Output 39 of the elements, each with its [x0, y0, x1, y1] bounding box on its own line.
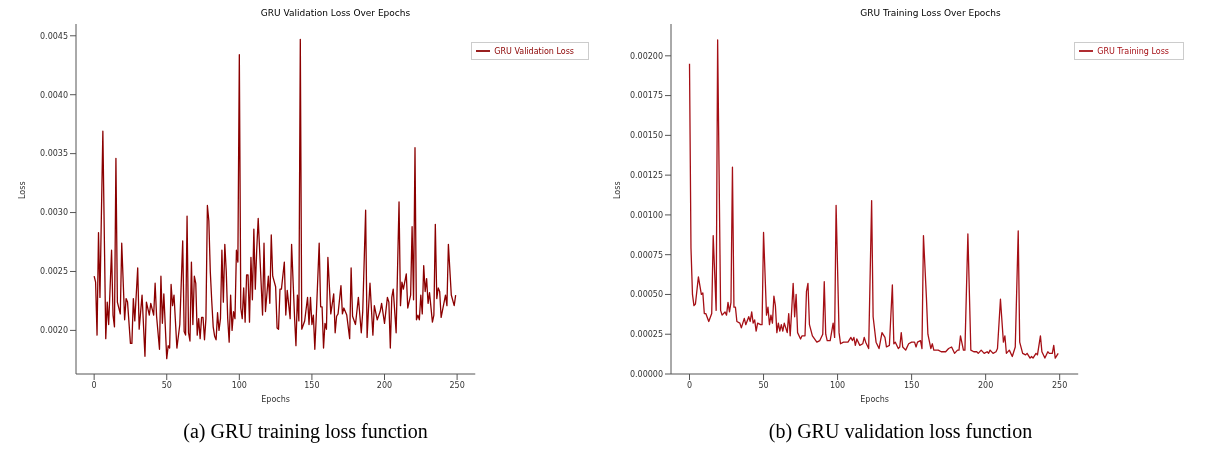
chart-title: GRU Validation Loss Over Epochs — [259, 8, 412, 20]
chart-title: GRU Training Loss Over Epochs — [859, 8, 1002, 20]
y-tick-label: 0.00075 — [629, 250, 663, 260]
y-tick-label: 0.00175 — [629, 91, 663, 101]
y-axis-title: Loss — [17, 181, 27, 199]
x-tick-label: 150 — [304, 380, 320, 390]
line-series — [93, 38, 457, 360]
x-axis-title: Epochs — [860, 395, 889, 404]
x-tick-label: 150 — [903, 380, 920, 390]
x-tick-label: 50 — [161, 380, 172, 390]
legend-label: GRU Validation Loss — [494, 46, 574, 56]
y-tick-label: 0.0025 — [40, 267, 68, 277]
x-tick-label: 50 — [758, 380, 769, 390]
y-tick-label: 0.00125 — [629, 170, 663, 180]
y-tick-label: 0.0040 — [40, 90, 68, 100]
x-axis-title: Epochs — [261, 395, 290, 404]
x-tick-label: 0 — [91, 380, 97, 390]
text: (a) GRU training loss function — [182, 420, 429, 443]
y-tick-label: 0.0035 — [40, 149, 68, 159]
y-tick-label: 0.00000 — [629, 369, 663, 379]
y-tick-label: 0.00200 — [629, 51, 663, 61]
y-tick-label: 0.00150 — [629, 131, 663, 141]
text: (b) GRU validation loss function — [767, 420, 1034, 443]
y-tick-label: 0.0045 — [40, 31, 68, 41]
x-tick-label: 250 — [449, 380, 465, 390]
y-axis-title: Loss — [612, 181, 622, 199]
y-tick-label: 0.00050 — [629, 290, 663, 300]
y-tick-label: 0.00100 — [629, 210, 663, 220]
x-tick-label: 0 — [686, 380, 693, 390]
legend-label: GRU Training Loss — [1097, 46, 1169, 56]
x-tick-label: 100 — [231, 380, 247, 390]
line-series — [688, 39, 1059, 359]
x-tick-label: 250 — [1052, 380, 1068, 390]
y-tick-label: 0.0020 — [40, 326, 68, 336]
x-tick-label: 200 — [978, 380, 994, 390]
y-tick-label: 0.0030 — [40, 208, 68, 218]
x-tick-label: 200 — [376, 380, 393, 390]
y-tick-label: 0.00025 — [629, 330, 663, 340]
x-tick-label: 100 — [829, 380, 846, 390]
